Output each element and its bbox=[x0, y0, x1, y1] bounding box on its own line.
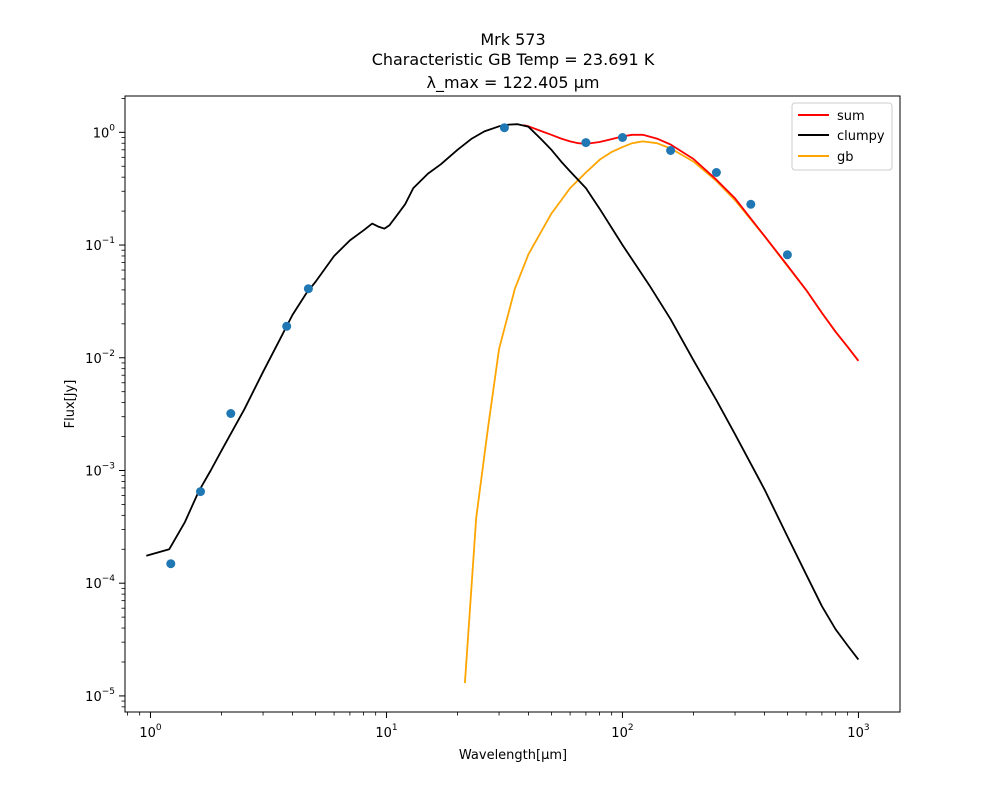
x-tick-exponent-0: 0 bbox=[156, 723, 162, 733]
chart-title-line-2: Characteristic GB Temp = 23.691 K bbox=[372, 50, 655, 69]
legend-label-sum: sum bbox=[837, 109, 865, 124]
x-axis-label: Wavelength[μm] bbox=[459, 748, 567, 763]
data-point-6 bbox=[581, 138, 591, 148]
plot-frame bbox=[124, 95, 901, 713]
chart-title-line-1: Mrk 573 bbox=[480, 30, 545, 49]
data-point-11 bbox=[782, 250, 792, 260]
data-point-2 bbox=[226, 409, 236, 418]
y-tick-exponent-5: 0 bbox=[109, 123, 115, 133]
plot-layer bbox=[146, 123, 860, 684]
y-tick-exponent-0: −5 bbox=[102, 687, 115, 697]
data-point-4 bbox=[303, 284, 313, 294]
y-axis-label: Flux[Jy] bbox=[63, 380, 78, 429]
y-tick-exponent-1: −4 bbox=[102, 574, 116, 584]
data-point-9 bbox=[711, 168, 721, 177]
y-tick-exponent-2: −3 bbox=[102, 461, 115, 471]
x-tick-exponent-3: 3 bbox=[864, 723, 870, 733]
data-point-3 bbox=[282, 321, 292, 331]
x-tick-exponent-2: 2 bbox=[628, 723, 634, 733]
x-tick-exponent-1: 1 bbox=[392, 723, 398, 733]
legend-label-gb: gb bbox=[837, 150, 854, 165]
data-point-1 bbox=[196, 487, 205, 497]
legend-box bbox=[791, 102, 893, 171]
data-point-0 bbox=[166, 559, 176, 569]
series-line-clumpy bbox=[146, 123, 860, 661]
y-tick-exponent-4: −1 bbox=[102, 236, 115, 246]
data-point-5 bbox=[499, 123, 509, 133]
legend: sum clumpy gb bbox=[791, 102, 893, 171]
data-point-8 bbox=[666, 146, 676, 155]
legend-label-clumpy: clumpy bbox=[837, 129, 885, 144]
data-point-7 bbox=[618, 133, 627, 142]
data-point-10 bbox=[746, 199, 756, 209]
chart-title-line-3: λ_max = 122.405 μm bbox=[427, 73, 600, 93]
y-tick-exponent-3: −2 bbox=[102, 349, 115, 359]
series-line-sum bbox=[523, 124, 860, 362]
